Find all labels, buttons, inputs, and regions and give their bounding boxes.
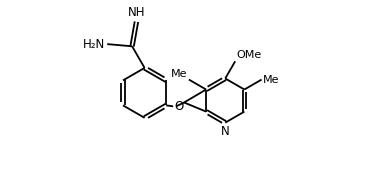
Text: NH: NH: [128, 6, 145, 19]
Text: O: O: [174, 100, 183, 113]
Text: N: N: [221, 125, 229, 138]
Text: Me: Me: [171, 69, 187, 79]
Text: Me: Me: [263, 75, 280, 85]
Text: H₂N: H₂N: [83, 38, 105, 51]
Text: OMe: OMe: [236, 50, 261, 60]
